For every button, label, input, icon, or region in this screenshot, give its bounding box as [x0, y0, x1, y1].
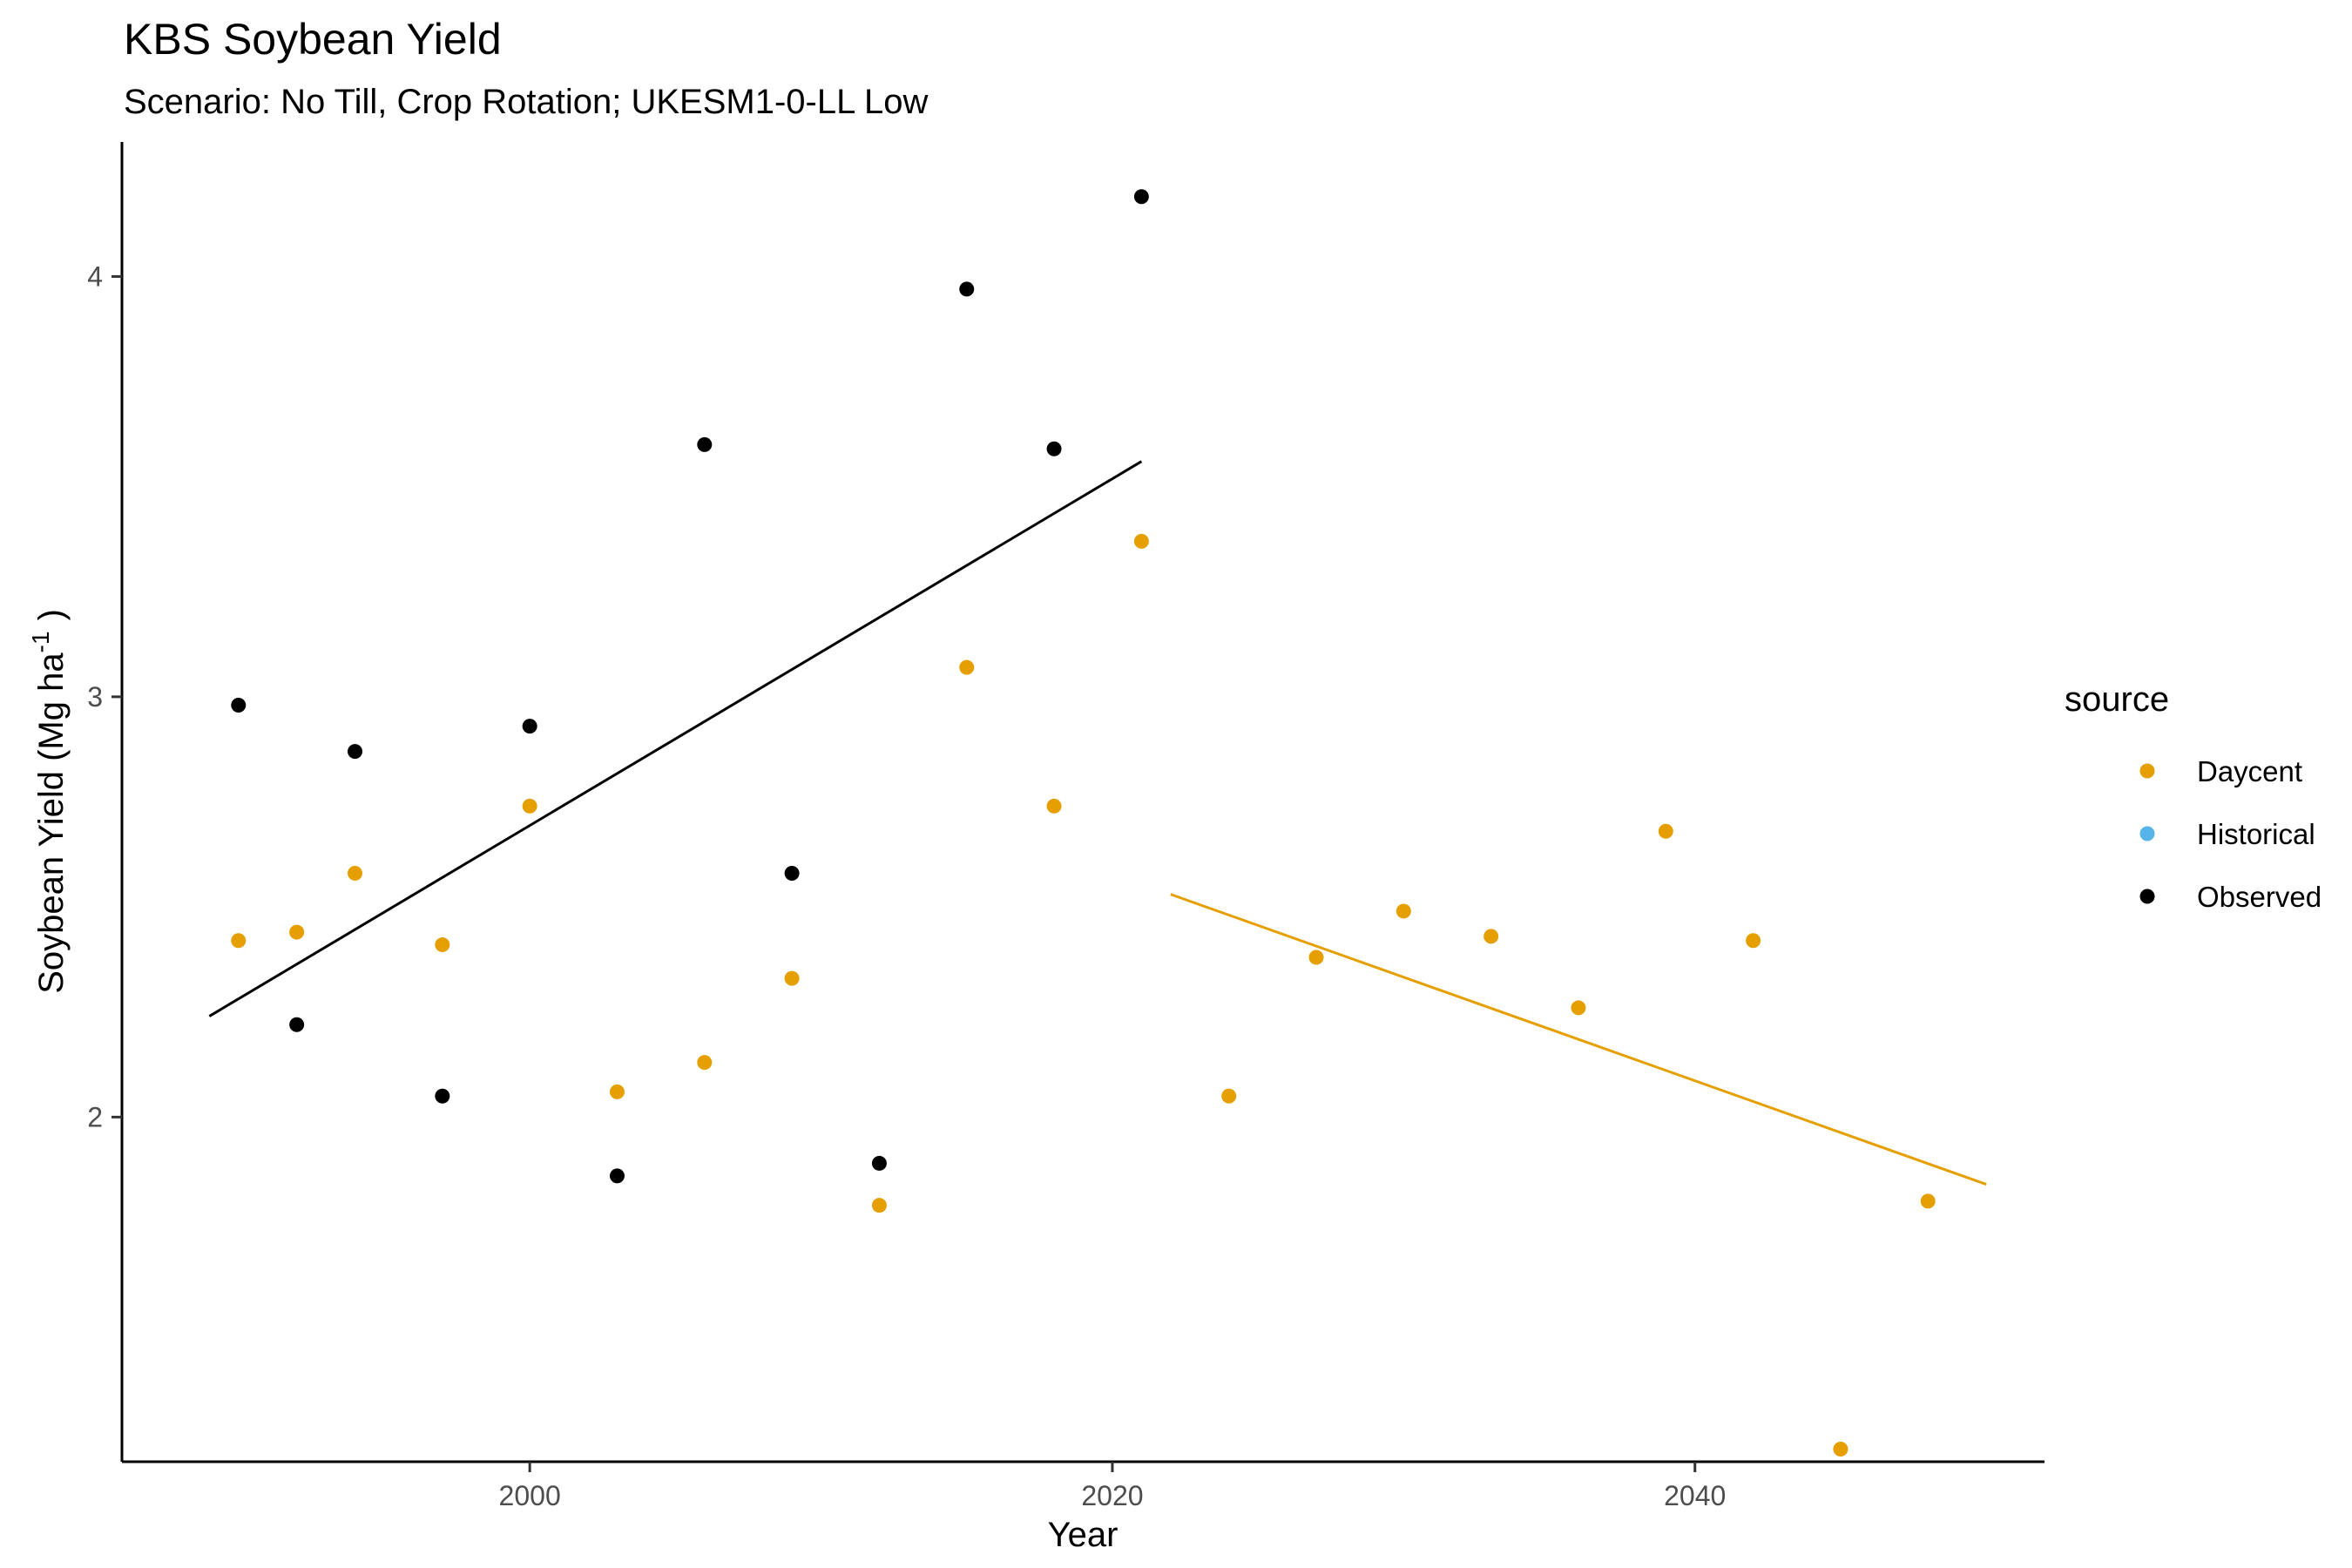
observed-point-9: [959, 281, 975, 297]
daycent-point-5: [609, 1084, 625, 1099]
observed-point-7: [784, 866, 800, 882]
y-tick-label-0: 2: [87, 1101, 103, 1132]
observed-trend-line: [208, 460, 1143, 1017]
daycent-point-16: [1571, 1000, 1586, 1016]
y-tick-label-1: 3: [87, 681, 103, 713]
observed-point-8: [871, 1155, 887, 1171]
daycent-point-20: [1920, 1193, 1936, 1209]
chart-title: KBS Soybean Yield: [124, 15, 502, 64]
plot-area: [208, 189, 1987, 1457]
daycent-point-15: [1484, 929, 1499, 944]
x-ticks: 2000 2020 2040: [499, 1462, 1726, 1511]
legend-key-historical: [2139, 826, 2155, 841]
observed-point-5: [609, 1168, 625, 1184]
x-tick-label-0: 2000: [499, 1480, 561, 1511]
x-tick-label-1: 2020: [1081, 1480, 1143, 1511]
legend-label-observed: Observed: [2197, 881, 2322, 913]
daycent-point-14: [1396, 903, 1411, 919]
daycent-point-17: [1658, 823, 1673, 839]
daycent-point-9: [959, 659, 975, 675]
observed-point-1: [289, 1017, 305, 1032]
y-axis-title-superscript: -1: [27, 632, 54, 653]
daycent-point-8: [871, 1198, 887, 1213]
observed-point-0: [231, 698, 247, 713]
daycent-point-1: [289, 924, 305, 940]
daycent-point-12: [1221, 1088, 1237, 1104]
legend-key-daycent: [2139, 763, 2155, 779]
observed-point-10: [1046, 441, 1062, 456]
y-axis-title-main: Soybean Yield (Mg ha: [32, 652, 71, 994]
observed-point-4: [522, 719, 537, 734]
x-tick-label-2: 2040: [1664, 1480, 1726, 1511]
y-ticks: 2 3 4: [87, 260, 122, 1132]
daycent-point-18: [1746, 933, 1761, 949]
legend-label-daycent: Daycent: [2197, 755, 2302, 787]
legend-title: source: [2065, 680, 2169, 719]
observed-point-11: [1133, 189, 1149, 205]
y-axis-title-close: ): [32, 609, 71, 620]
chart-subtitle: Scenario: No Till, Crop Rotation; UKESM1…: [124, 83, 928, 121]
daycent-point-4: [522, 798, 537, 814]
daycent-point-19: [1833, 1442, 1848, 1457]
legend: source Daycent Historical Observed: [2065, 680, 2322, 913]
daycent-point-0: [231, 933, 247, 949]
daycent-point-13: [1308, 950, 1324, 965]
daycent-point-6: [697, 1055, 713, 1071]
observed-point-6: [697, 436, 713, 452]
axes: [120, 142, 2044, 1463]
legend-label-historical: Historical: [2197, 818, 2315, 850]
y-tick-label-2: 4: [87, 260, 103, 292]
daycent-trend-line: [1170, 893, 1987, 1186]
daycent-point-7: [784, 970, 800, 986]
legend-key-observed: [2139, 889, 2155, 904]
observed-point-3: [435, 1088, 450, 1104]
daycent-point-3: [435, 937, 450, 953]
observed-point-2: [348, 744, 363, 760]
daycent-point-2: [348, 866, 363, 882]
daycent-point-11: [1133, 533, 1149, 549]
y-axis-title: Soybean Yield (Mg ha-1): [27, 609, 71, 994]
daycent-point-10: [1046, 798, 1062, 814]
x-axis-title: Year: [1048, 1516, 1119, 1554]
legend-entries: Daycent Historical Observed: [2139, 755, 2322, 913]
